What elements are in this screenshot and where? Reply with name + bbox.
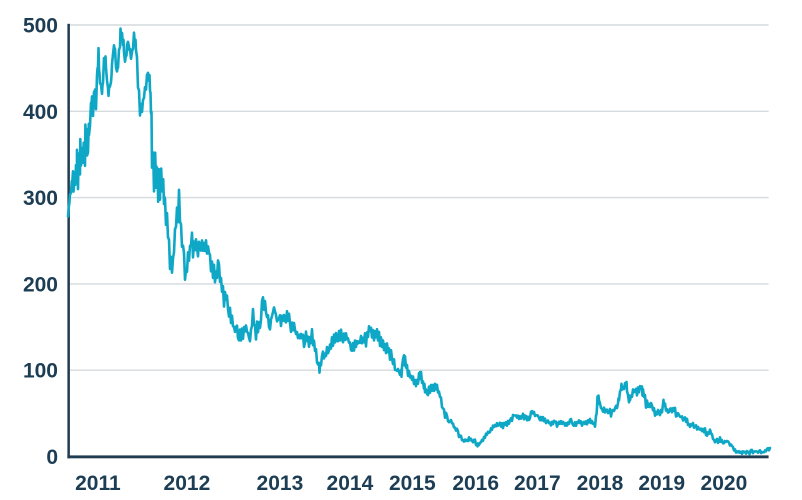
svg-text:500: 500 — [23, 15, 58, 38]
svg-text:2014: 2014 — [327, 472, 374, 495]
svg-text:2015: 2015 — [389, 472, 436, 495]
svg-text:2019: 2019 — [638, 472, 685, 495]
svg-text:2020: 2020 — [701, 472, 748, 495]
svg-text:2016: 2016 — [452, 472, 499, 495]
svg-text:2012: 2012 — [164, 472, 211, 495]
svg-text:100: 100 — [23, 360, 58, 383]
svg-text:2018: 2018 — [577, 472, 624, 495]
svg-text:400: 400 — [23, 101, 58, 124]
svg-text:2013: 2013 — [257, 472, 304, 495]
svg-text:0: 0 — [46, 446, 58, 469]
svg-text:2017: 2017 — [514, 472, 561, 495]
svg-text:2011: 2011 — [75, 472, 121, 495]
svg-text:200: 200 — [23, 273, 58, 296]
svg-text:300: 300 — [23, 187, 58, 210]
